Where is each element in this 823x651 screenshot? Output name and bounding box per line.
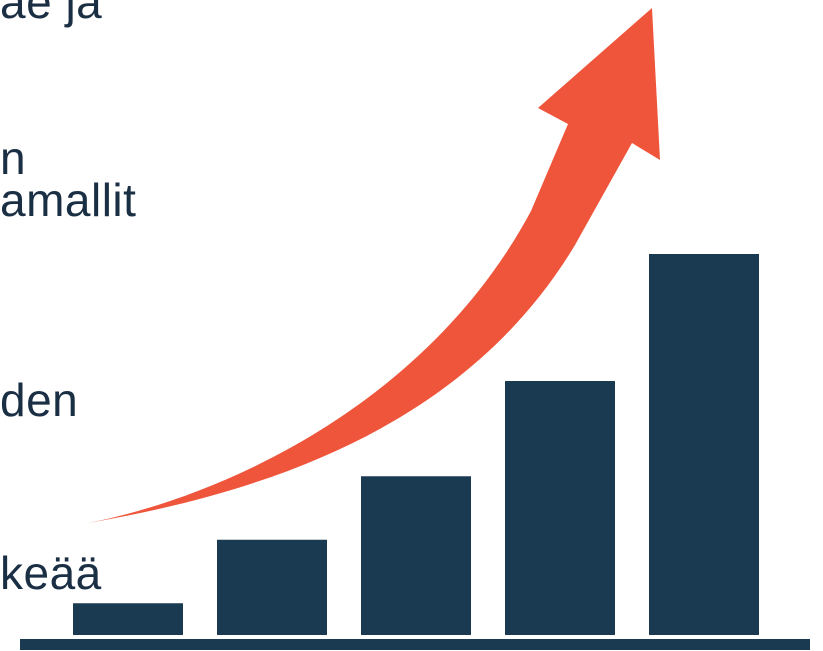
- text-fragment: amallit: [0, 174, 137, 226]
- text-fragment: n: [0, 132, 27, 184]
- text-fragment: ae ja: [0, 0, 103, 28]
- bars-group: [73, 254, 759, 635]
- text-fragment: keää: [0, 547, 102, 599]
- bar: [649, 254, 759, 635]
- bar: [361, 476, 471, 635]
- trend-arrow-icon: [88, 8, 660, 523]
- bar: [505, 381, 615, 635]
- baseline-axis: [20, 639, 810, 650]
- bar: [73, 603, 183, 635]
- text-fragment: den: [0, 374, 79, 426]
- bar: [217, 539, 327, 635]
